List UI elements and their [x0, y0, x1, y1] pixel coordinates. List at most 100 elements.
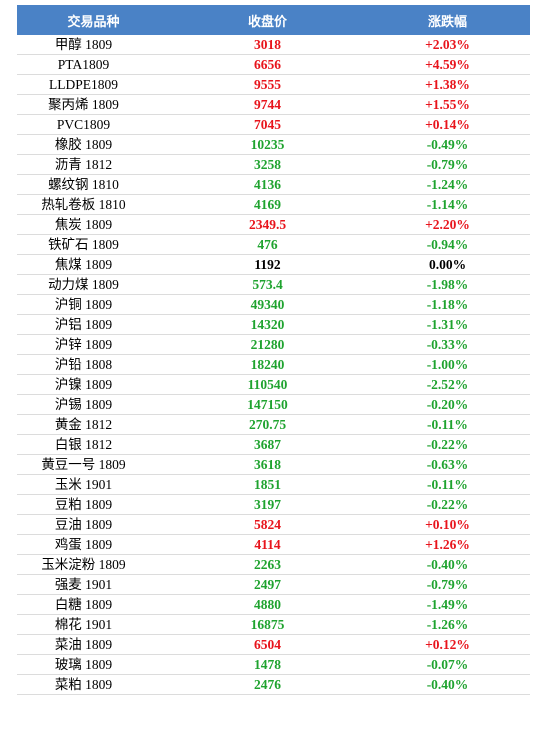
product-name: 黄金 1812 [17, 414, 170, 435]
close-price: 16875 [170, 614, 365, 635]
product-name: 焦炭 1809 [17, 214, 170, 235]
product-name: 沥青 1812 [17, 154, 170, 175]
product-name: PTA1809 [17, 54, 170, 75]
product-name: 动力煤 1809 [17, 274, 170, 295]
table-row: 热轧卷板 1810 4169 -1.14% [17, 194, 530, 215]
table-row: 白银 1812 3687 -0.22% [17, 434, 530, 455]
header-cell: 收盘价 [170, 5, 365, 35]
close-price: 7045 [170, 114, 365, 135]
close-price: 147150 [170, 394, 365, 415]
product-name: 沪铅 1808 [17, 354, 170, 375]
change-percent: -1.49% [365, 594, 530, 615]
close-price: 5824 [170, 514, 365, 535]
close-price: 4136 [170, 174, 365, 195]
close-price: 2497 [170, 574, 365, 595]
change-percent: +0.14% [365, 114, 530, 135]
table-row: 鸡蛋 1809 4114 +1.26% [17, 534, 530, 555]
close-price: 9744 [170, 94, 365, 115]
table-row: 白糖 1809 4880 -1.49% [17, 594, 530, 615]
product-name: 沪锡 1809 [17, 394, 170, 415]
close-price: 110540 [170, 374, 365, 395]
change-percent: -1.31% [365, 314, 530, 335]
product-name: PVC1809 [17, 114, 170, 135]
table-row: 豆油 1809 5824 +0.10% [17, 514, 530, 535]
close-price: 6504 [170, 634, 365, 655]
change-percent: -0.79% [365, 574, 530, 595]
close-price: 14320 [170, 314, 365, 335]
product-name: 玻璃 1809 [17, 654, 170, 675]
product-name: 沪铜 1809 [17, 294, 170, 315]
table-row: 黄豆一号 1809 3618 -0.63% [17, 454, 530, 475]
table-row: 聚丙烯 1809 9744 +1.55% [17, 94, 530, 115]
table-row: 甲醇 1809 3018 +2.03% [17, 35, 530, 55]
close-price: 21280 [170, 334, 365, 355]
close-price: 3258 [170, 154, 365, 175]
close-price: 4880 [170, 594, 365, 615]
change-percent: -0.33% [365, 334, 530, 355]
close-price: 1478 [170, 654, 365, 675]
product-name: 聚丙烯 1809 [17, 94, 170, 115]
table-row: 沪铅 1808 18240 -1.00% [17, 354, 530, 375]
table-row: LLDPE1809 9555 +1.38% [17, 74, 530, 95]
close-price: 4114 [170, 534, 365, 555]
change-percent: +1.38% [365, 74, 530, 95]
table-row: 棉花 1901 16875 -1.26% [17, 614, 530, 635]
table-row: 黄金 1812 270.75 -0.11% [17, 414, 530, 435]
close-price: 3618 [170, 454, 365, 475]
close-price: 3687 [170, 434, 365, 455]
product-name: 沪铝 1809 [17, 314, 170, 335]
close-price: 3197 [170, 494, 365, 515]
change-percent: -0.07% [365, 654, 530, 675]
close-price: 49340 [170, 294, 365, 315]
change-percent: -0.40% [365, 674, 530, 695]
table-row: 沪铝 1809 14320 -1.31% [17, 314, 530, 335]
table-wrapper: 交易品种 收盘价 涨跌幅 甲醇 1809 3018 +2.03% PTA1809 665… [17, 5, 530, 695]
table-row: 橡胶 1809 10235 -0.49% [17, 134, 530, 155]
table-body: 甲醇 1809 3018 +2.03% PTA1809 6656 +4.59% LLDPE1… [17, 35, 530, 695]
change-percent: +1.26% [365, 534, 530, 555]
product-name: 甲醇 1809 [17, 35, 170, 55]
change-percent: -0.49% [365, 134, 530, 155]
change-percent: +2.20% [365, 214, 530, 235]
change-percent: -1.24% [365, 174, 530, 195]
table-row: 沥青 1812 3258 -0.79% [17, 154, 530, 175]
product-name: 玉米淀粉 1809 [17, 554, 170, 575]
table-row: 沪锌 1809 21280 -0.33% [17, 334, 530, 355]
table-row: 玻璃 1809 1478 -0.07% [17, 654, 530, 675]
close-price: 9555 [170, 74, 365, 95]
product-name: 黄豆一号 1809 [17, 454, 170, 475]
product-name: 焦煤 1809 [17, 254, 170, 275]
product-name: 棉花 1901 [17, 614, 170, 635]
close-price: 10235 [170, 134, 365, 155]
close-price: 18240 [170, 354, 365, 375]
change-percent: -1.00% [365, 354, 530, 375]
change-percent: 0.00% [365, 254, 530, 275]
product-name: 白糖 1809 [17, 594, 170, 615]
table-row: 螺纹钢 1810 4136 -1.24% [17, 174, 530, 195]
close-price: 2349.5 [170, 214, 365, 235]
product-name: LLDPE1809 [17, 74, 170, 95]
change-percent: -0.11% [365, 474, 530, 495]
product-name: 沪镍 1809 [17, 374, 170, 395]
product-name: 玉米 1901 [17, 474, 170, 495]
table-row: 沪镍 1809 110540 -2.52% [17, 374, 530, 395]
table-row: 铁矿石 1809 476 -0.94% [17, 234, 530, 255]
product-name: 菜油 1809 [17, 634, 170, 655]
close-price: 476 [170, 234, 365, 255]
change-percent: +0.12% [365, 634, 530, 655]
close-price: 270.75 [170, 414, 365, 435]
change-percent: +0.10% [365, 514, 530, 535]
close-price: 1851 [170, 474, 365, 495]
table-row: 动力煤 1809 573.4 -1.98% [17, 274, 530, 295]
table-row: 玉米淀粉 1809 2263 -0.40% [17, 554, 530, 575]
product-name: 热轧卷板 1810 [17, 194, 170, 215]
change-percent: -0.94% [365, 234, 530, 255]
table-row: 玉米 1901 1851 -0.11% [17, 474, 530, 495]
change-percent: -0.22% [365, 434, 530, 455]
change-percent: -0.11% [365, 414, 530, 435]
header-row: 交易品种 收盘价 涨跌幅 [17, 5, 530, 35]
table-row: 沪锡 1809 147150 -0.20% [17, 394, 530, 415]
close-price: 2263 [170, 554, 365, 575]
table-row: 菜粕 1809 2476 -0.40% [17, 674, 530, 695]
change-percent: -0.40% [365, 554, 530, 575]
